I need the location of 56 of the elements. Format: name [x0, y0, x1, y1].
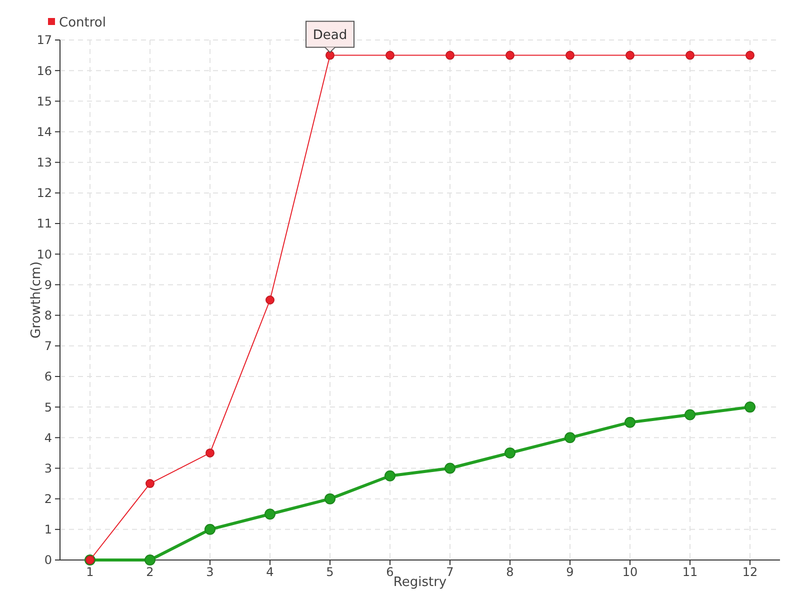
- point: [386, 50, 394, 60]
- y-tick-label: 11: [36, 216, 52, 231]
- annotation: Dead: [312, 28, 348, 43]
- x-tick-label: 12: [742, 565, 758, 579]
- x-tick-label: 7: [446, 565, 454, 579]
- x-tick-label: 10: [622, 565, 638, 579]
- point: [624, 416, 636, 428]
- point: [504, 447, 516, 458]
- point: [266, 296, 274, 304]
- legend-label: Control: [59, 16, 106, 31]
- x-tick-label: 3: [206, 565, 214, 579]
- x-tick-label: 2: [146, 565, 154, 579]
- x-tick-label: 9: [566, 565, 574, 579]
- y-axis-title: Growth(cm): [29, 261, 44, 339]
- y-tick-label: 2: [44, 492, 52, 506]
- y-tick-label: 17: [36, 33, 52, 48]
- point: [506, 50, 514, 60]
- point: [326, 50, 334, 60]
- point: [684, 409, 696, 420]
- y-tick-label: 8: [44, 308, 52, 322]
- x-tick-label: 6: [386, 565, 394, 579]
- point: [746, 50, 754, 60]
- y-tick-label: 15: [36, 94, 52, 108]
- y-tick-label: 13: [36, 156, 52, 170]
- x-tick-label: 5: [326, 565, 334, 579]
- y-tick-label: 9: [44, 278, 52, 292]
- point: [626, 50, 634, 60]
- point: [384, 470, 396, 482]
- y-tick-label: 4: [44, 430, 52, 445]
- x-axis-title: Registry: [393, 575, 447, 590]
- point: [146, 479, 154, 488]
- y-tick-label: 16: [36, 64, 52, 78]
- x-tick-label: 1: [86, 565, 94, 579]
- y-tick-label: 1: [44, 522, 52, 537]
- point: [566, 50, 574, 60]
- point: [144, 554, 156, 566]
- y-tick-label: 14: [36, 124, 52, 139]
- y-tick-label: 0: [44, 553, 52, 568]
- point: [264, 508, 276, 520]
- point: [206, 448, 214, 458]
- y-tick-label: 6: [44, 370, 52, 384]
- x-tick-label: 11: [682, 565, 698, 579]
- point: [564, 432, 576, 444]
- point: [324, 493, 336, 504]
- y-tick-label: 5: [44, 400, 52, 414]
- point: [444, 462, 456, 474]
- x-tick-label: 8: [506, 565, 514, 579]
- y-tick-label: 7: [44, 339, 52, 354]
- point: [204, 524, 216, 535]
- y-tick-label: 10: [36, 247, 52, 262]
- point: [446, 50, 454, 60]
- y-tick-label: 3: [44, 461, 52, 476]
- point: [686, 50, 694, 60]
- x-tick-label: 4: [266, 565, 274, 579]
- point: [744, 402, 756, 413]
- y-tick-label: 12: [36, 186, 52, 200]
